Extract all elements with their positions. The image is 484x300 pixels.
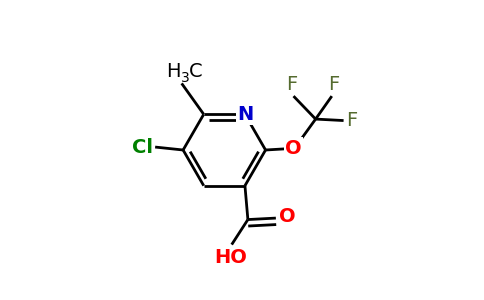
Text: O: O — [285, 139, 302, 158]
Text: F: F — [287, 75, 298, 94]
Text: C: C — [189, 62, 203, 81]
Text: 3: 3 — [181, 70, 190, 85]
Text: HO: HO — [214, 248, 247, 266]
Text: H: H — [166, 62, 180, 81]
Text: O: O — [279, 207, 295, 226]
Text: N: N — [237, 105, 253, 124]
Text: F: F — [328, 75, 339, 94]
Text: F: F — [347, 111, 358, 130]
Text: Cl: Cl — [132, 138, 153, 157]
